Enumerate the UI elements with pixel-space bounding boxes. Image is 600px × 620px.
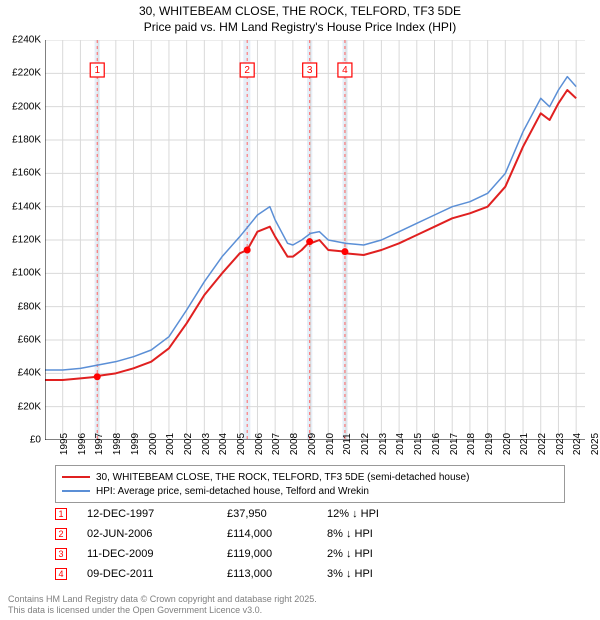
svg-text:1: 1 bbox=[94, 65, 100, 76]
legend-row-property: 30, WHITEBEAM CLOSE, THE ROCK, TELFORD, … bbox=[62, 470, 558, 484]
ytick-label: £220K bbox=[12, 68, 41, 79]
chart-container: 30, WHITEBEAM CLOSE, THE ROCK, TELFORD, … bbox=[0, 0, 600, 620]
ytick-label: £80K bbox=[18, 301, 41, 312]
ytick-label: £200K bbox=[12, 101, 41, 112]
chart-title: 30, WHITEBEAM CLOSE, THE ROCK, TELFORD, … bbox=[0, 0, 600, 35]
svg-text:4: 4 bbox=[342, 65, 348, 76]
title-line-2: Price paid vs. HM Land Registry's House … bbox=[0, 20, 600, 36]
ytick-label: £180K bbox=[12, 135, 41, 146]
transaction-date: 11-DEC-2009 bbox=[87, 548, 227, 560]
transaction-price: £114,000 bbox=[227, 528, 327, 540]
transaction-date: 02-JUN-2006 bbox=[87, 528, 227, 540]
legend-label-hpi: HPI: Average price, semi-detached house,… bbox=[96, 486, 369, 497]
transaction-marker: 3 bbox=[55, 548, 67, 560]
svg-text:2: 2 bbox=[244, 65, 250, 76]
footer-line-1: Contains HM Land Registry data © Crown c… bbox=[8, 594, 317, 605]
transaction-marker: 1 bbox=[55, 508, 67, 520]
ytick-label: £160K bbox=[12, 168, 41, 179]
legend-swatch-property bbox=[62, 476, 90, 478]
transaction-diff: 3% ↓ HPI bbox=[327, 568, 427, 580]
ytick-label: £240K bbox=[12, 35, 41, 46]
transactions-table: 1 12-DEC-1997£37,95012% ↓ HPI 2 02-JUN-2006… bbox=[55, 505, 427, 585]
legend-row-hpi: HPI: Average price, semi-detached house,… bbox=[62, 484, 558, 498]
ytick-label: £0 bbox=[30, 435, 41, 446]
transaction-date: 09-DEC-2011 bbox=[87, 568, 227, 580]
transaction-diff: 8% ↓ HPI bbox=[327, 528, 427, 540]
transaction-row: 2 02-JUN-2006£114,0008% ↓ HPI bbox=[55, 525, 427, 543]
xtick-label: 2025 bbox=[576, 433, 600, 455]
transaction-price: £37,950 bbox=[227, 508, 327, 520]
transaction-price: £119,000 bbox=[227, 548, 327, 560]
ytick-label: £140K bbox=[12, 201, 41, 212]
transaction-row: 4 09-DEC-2011£113,0003% ↓ HPI bbox=[55, 565, 427, 583]
title-line-1: 30, WHITEBEAM CLOSE, THE ROCK, TELFORD, … bbox=[0, 4, 600, 20]
ytick-label: £60K bbox=[18, 335, 41, 346]
transaction-diff: 12% ↓ HPI bbox=[327, 508, 427, 520]
transaction-marker: 4 bbox=[55, 568, 67, 580]
transaction-date: 12-DEC-1997 bbox=[87, 508, 227, 520]
svg-text:3: 3 bbox=[307, 65, 313, 76]
transaction-price: £113,000 bbox=[227, 568, 327, 580]
transaction-diff: 2% ↓ HPI bbox=[327, 548, 427, 560]
transaction-row: 1 12-DEC-1997£37,95012% ↓ HPI bbox=[55, 505, 427, 523]
footer-line-2: This data is licensed under the Open Gov… bbox=[8, 605, 317, 616]
footer: Contains HM Land Registry data © Crown c… bbox=[8, 594, 317, 616]
legend-label-property: 30, WHITEBEAM CLOSE, THE ROCK, TELFORD, … bbox=[96, 472, 469, 483]
transaction-marker: 2 bbox=[55, 528, 67, 540]
chart-area: 1234 £0£20K£40K£60K£80K£100K£120K£140K£1… bbox=[45, 40, 585, 440]
ytick-label: £120K bbox=[12, 235, 41, 246]
chart-svg: 1 2 3 4 bbox=[45, 40, 585, 440]
ytick-label: £20K bbox=[18, 401, 41, 412]
transaction-row: 3 11-DEC-2009£119,0002% ↓ HPI bbox=[55, 545, 427, 563]
legend: 30, WHITEBEAM CLOSE, THE ROCK, TELFORD, … bbox=[55, 465, 565, 503]
ytick-label: £40K bbox=[18, 368, 41, 379]
legend-swatch-hpi bbox=[62, 490, 90, 492]
ytick-label: £100K bbox=[12, 268, 41, 279]
